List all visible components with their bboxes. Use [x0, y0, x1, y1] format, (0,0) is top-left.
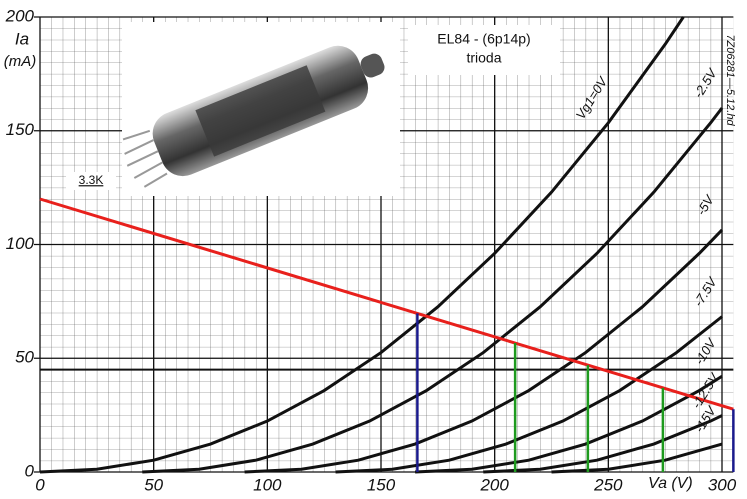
curve: [142, 107, 724, 474]
y-tick-label: 150: [6, 120, 35, 139]
curve: [39, 16, 685, 474]
curve: [244, 228, 724, 474]
curve: [483, 414, 723, 474]
y-tick-label: 0: [25, 461, 35, 480]
y-tick-label: 100: [6, 234, 35, 253]
code-label: 7Z06281—5.12.hd: [724, 34, 736, 126]
load-label-box: [66, 172, 116, 190]
x-tick-label: 100: [253, 475, 282, 494]
chart-subtitle: trioda: [466, 50, 501, 66]
x-tick-label: 300: [708, 475, 737, 494]
curve: [551, 442, 723, 474]
plot: [39, 16, 735, 474]
tube-photo: [122, 22, 400, 196]
y-tick-label: 50: [15, 348, 34, 367]
curve: [335, 315, 723, 474]
y-tick-label: 200: [5, 6, 35, 25]
load-line-label: 3.3K: [79, 173, 104, 187]
x-tick-label: 200: [479, 475, 509, 494]
x-tick-label: 250: [593, 475, 623, 494]
x-tick-label: 150: [367, 475, 396, 494]
x-axis-label: Va (V): [648, 475, 693, 492]
load-line: [39, 197, 734, 411]
y-axis-label: Ia: [15, 29, 29, 48]
curve: [415, 374, 723, 474]
x-tick-label: 0: [35, 475, 45, 494]
title-box: [408, 25, 560, 75]
chart-title: EL84 - (6p14p): [437, 31, 530, 47]
x-tick-label: 50: [144, 475, 163, 494]
y-axis-unit: (mA): [4, 53, 37, 70]
